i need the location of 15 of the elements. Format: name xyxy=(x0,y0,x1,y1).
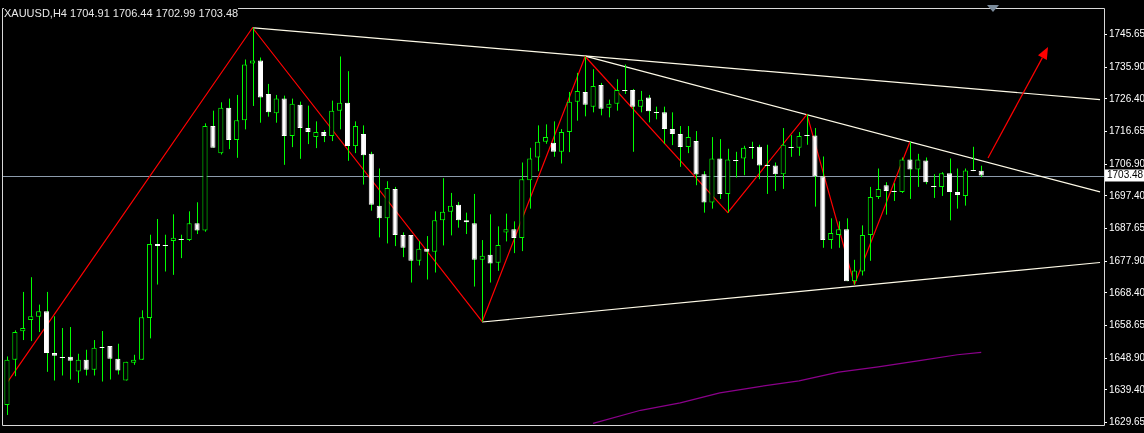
y-tick-label: 1677.90 xyxy=(1109,254,1144,266)
y-tick-label: 1668.40 xyxy=(1109,286,1144,298)
y-tick-label: 1706.90 xyxy=(1109,157,1144,169)
y-tick-label: 1745.65 xyxy=(1109,28,1144,40)
y-tick-label: 1648.90 xyxy=(1109,351,1144,363)
ref-line-label: 1703.48 xyxy=(1107,169,1144,181)
y-tick-label: 1716.65 xyxy=(1109,125,1144,137)
y-tick-label: 1658.65 xyxy=(1109,319,1144,331)
y-tick-label: 1735.90 xyxy=(1109,60,1144,72)
y-tick-label: 1726.40 xyxy=(1109,92,1144,104)
y-tick-label: 1629.65 xyxy=(1109,416,1144,428)
y-tick-label: 1697.40 xyxy=(1109,189,1144,201)
chart-title: XAUUSD,H4 1704.91 1706.44 1702.99 1703.48 xyxy=(4,7,239,19)
y-tick-label: 1639.40 xyxy=(1109,383,1144,395)
y-tick-label: 1687.65 xyxy=(1109,222,1144,234)
